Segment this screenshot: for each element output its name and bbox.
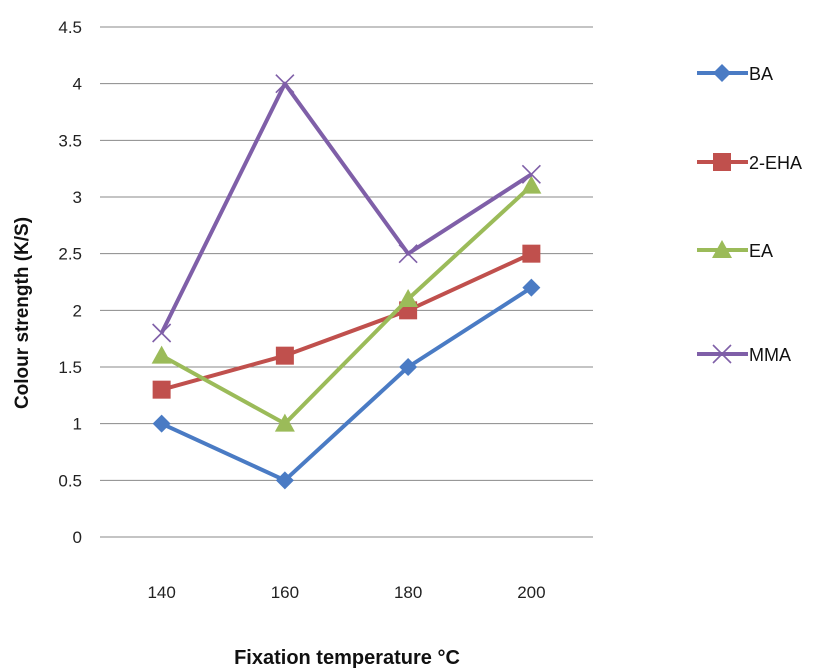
y-tick-label: 4.5: [58, 18, 82, 37]
data-point: [151, 345, 172, 364]
data-point: [275, 346, 294, 365]
legend: BA 2-EHA EA MMA: [697, 64, 802, 365]
x-tick-labels: 140 160 180 200: [147, 583, 545, 602]
series-line: [161, 251, 533, 392]
y-tick-labels: 0 0.5 1 1.5 2 2.5 3 3.5 4 4.5: [58, 18, 82, 547]
legend-label: MMA: [749, 345, 791, 365]
legend-marker: [713, 64, 731, 82]
legend-marker: [712, 240, 732, 258]
data-point: [522, 244, 541, 263]
series-lines: [151, 74, 542, 490]
data-point: [399, 358, 418, 376]
y-axis-title: Colour strength (K/S): [12, 217, 33, 409]
series-mma: [152, 74, 541, 343]
series-line: [160, 184, 533, 426]
y-tick-label: 2.5: [58, 245, 82, 264]
data-point: [521, 175, 542, 194]
data-point: [398, 244, 418, 264]
data-point: [521, 164, 541, 184]
y-tick-label: 0: [73, 528, 82, 547]
data-point: [274, 413, 295, 432]
series-line: [160, 285, 533, 483]
legend-marker: [712, 344, 732, 364]
x-tick-label: 140: [147, 583, 175, 602]
data-point: [275, 74, 295, 94]
x-tick-label: 200: [517, 583, 545, 602]
x-tick-label: 160: [271, 583, 299, 602]
legend-label: EA: [749, 241, 773, 261]
y-tick-label: 2: [73, 301, 82, 320]
y-tick-label: 1: [73, 415, 82, 434]
legend-label: BA: [749, 64, 773, 84]
y-tick-label: 3.5: [58, 131, 82, 150]
y-tick-label: 4: [73, 75, 82, 94]
data-point: [398, 289, 419, 307]
x-tick-label: 180: [394, 583, 422, 602]
y-tick-label: 0.5: [58, 471, 82, 490]
data-point: [275, 471, 294, 490]
legend-item: EA: [697, 240, 773, 261]
series-ba: [152, 278, 541, 490]
legend-item: 2-EHA: [697, 153, 802, 173]
legend-marker: [713, 153, 731, 171]
y-tick-label: 3: [73, 188, 82, 207]
series-ea: [151, 175, 542, 432]
x-axis-title: Fixation temperature °C: [234, 647, 460, 669]
data-point: [522, 278, 541, 297]
data-point: [152, 414, 171, 433]
data-point: [152, 323, 172, 343]
legend-item: BA: [697, 64, 773, 84]
legend-label: 2-EHA: [749, 153, 802, 173]
y-tick-label: 1.5: [58, 358, 82, 377]
gridlines: [100, 26, 593, 538]
data-point: [152, 380, 171, 399]
series-line: [159, 81, 533, 334]
legend-item: MMA: [697, 344, 791, 365]
